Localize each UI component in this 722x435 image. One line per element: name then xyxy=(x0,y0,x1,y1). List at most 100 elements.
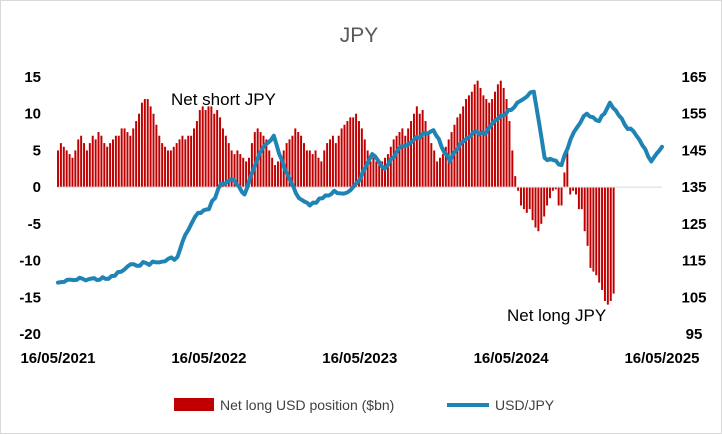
bar xyxy=(349,117,352,188)
bar xyxy=(459,113,462,188)
bar xyxy=(410,121,413,188)
bar xyxy=(357,121,360,188)
legend: Net long USD position ($bn) USD/JPY xyxy=(174,397,555,413)
bar xyxy=(109,143,112,188)
bar xyxy=(543,187,546,217)
x-tick-label: 16/05/2025 xyxy=(624,350,699,367)
left-tick-label: 0 xyxy=(33,179,41,196)
bar xyxy=(389,146,392,188)
bar xyxy=(508,121,511,188)
bar xyxy=(288,139,291,188)
bar xyxy=(363,139,366,188)
bar xyxy=(123,128,126,188)
bar xyxy=(470,91,473,188)
x-tick-label: 16/05/2022 xyxy=(171,350,246,367)
bar xyxy=(207,106,210,188)
bar xyxy=(436,161,439,188)
bar xyxy=(546,187,549,206)
bar xyxy=(398,132,401,188)
bar xyxy=(120,128,123,188)
bar xyxy=(195,121,198,188)
bar xyxy=(57,150,59,188)
bar xyxy=(601,187,604,290)
bar xyxy=(577,187,580,210)
x-tick-label: 16/05/2023 xyxy=(322,350,397,367)
bar xyxy=(297,132,300,188)
bar xyxy=(187,135,190,188)
bar xyxy=(375,161,378,188)
bar xyxy=(360,128,363,188)
bar xyxy=(447,139,450,188)
bar xyxy=(412,113,415,188)
bar xyxy=(499,80,502,188)
bar xyxy=(331,135,334,188)
bar xyxy=(190,135,193,188)
bar xyxy=(300,135,303,188)
bar xyxy=(369,161,372,188)
bar xyxy=(245,161,248,188)
bar xyxy=(433,150,436,188)
bar xyxy=(166,150,169,188)
bar xyxy=(210,106,213,188)
bar xyxy=(236,150,239,188)
bar xyxy=(308,150,311,188)
bar xyxy=(329,139,332,188)
bar xyxy=(253,132,256,188)
bar xyxy=(184,139,187,188)
bar xyxy=(97,132,100,188)
bar xyxy=(439,157,441,188)
bar xyxy=(311,154,314,188)
bar xyxy=(496,84,499,188)
bar xyxy=(609,187,612,301)
bar xyxy=(88,143,91,188)
bar xyxy=(531,187,534,221)
bar xyxy=(520,187,523,206)
bar xyxy=(355,113,358,188)
bar xyxy=(112,139,114,188)
bar xyxy=(152,113,155,188)
bar xyxy=(164,146,167,188)
bar xyxy=(291,135,294,188)
bar xyxy=(158,135,161,188)
bar xyxy=(485,99,488,188)
right-tick-label: 145 xyxy=(681,142,706,159)
bar xyxy=(381,161,384,188)
bar xyxy=(551,187,554,191)
bar xyxy=(334,143,337,188)
bar xyxy=(114,135,117,188)
legend-line-label: USD/JPY xyxy=(495,397,555,413)
bar xyxy=(262,135,265,188)
bar xyxy=(314,150,317,188)
left-tick-label: -15 xyxy=(19,289,41,306)
bar xyxy=(598,187,601,283)
bar xyxy=(575,187,577,195)
bar xyxy=(603,187,606,301)
bar xyxy=(337,135,340,188)
bar xyxy=(80,135,83,188)
bar xyxy=(146,99,149,188)
bar xyxy=(250,143,253,188)
bar xyxy=(268,150,271,188)
bar xyxy=(271,157,274,188)
bar xyxy=(384,157,386,188)
bar xyxy=(198,110,201,188)
bar xyxy=(418,113,421,188)
right-tick-label: 155 xyxy=(681,106,706,123)
bar xyxy=(103,143,106,188)
bar xyxy=(216,110,219,188)
bar xyxy=(138,113,141,188)
bar xyxy=(444,146,447,188)
bar xyxy=(74,150,77,188)
bar xyxy=(537,187,540,232)
chart-title: JPY xyxy=(340,24,379,47)
bar xyxy=(224,135,227,188)
bar xyxy=(326,143,329,188)
bar xyxy=(85,150,88,188)
bar xyxy=(522,187,525,210)
bar xyxy=(193,128,195,188)
bar xyxy=(276,161,279,188)
bar xyxy=(346,121,349,188)
annotation-net-short: Net short JPY xyxy=(171,90,276,109)
bar xyxy=(456,117,459,188)
